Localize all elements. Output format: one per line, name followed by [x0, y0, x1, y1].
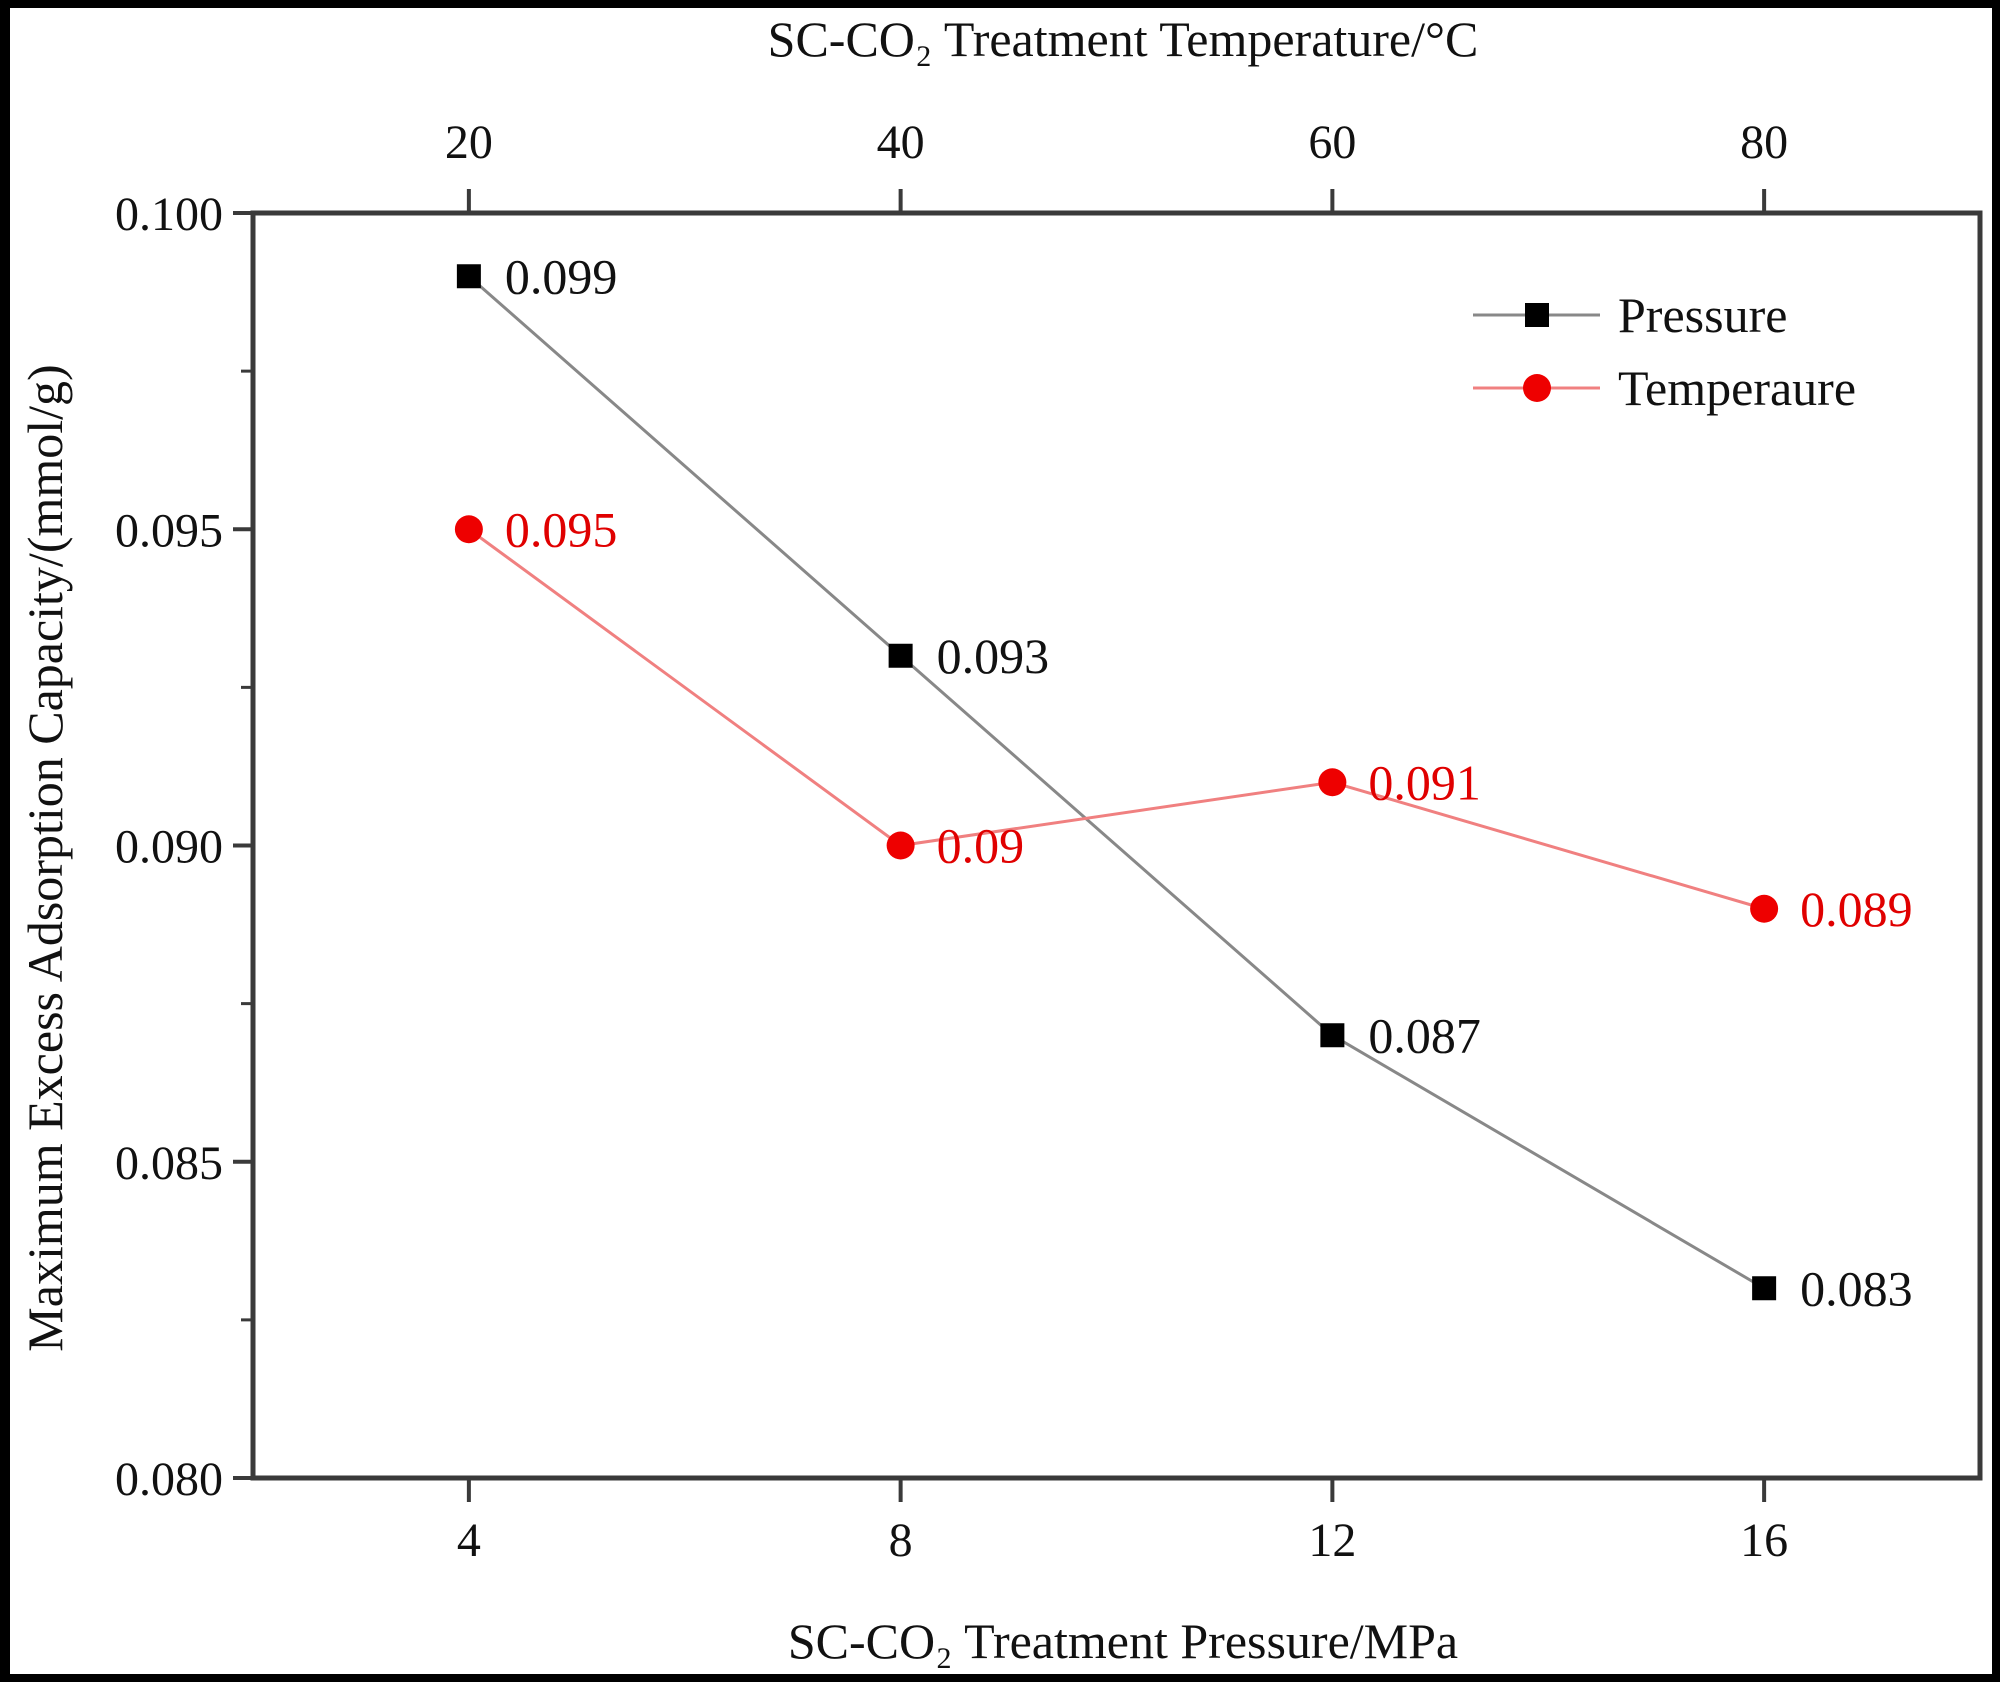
data-point-square — [456, 264, 481, 289]
x-tick-label: 8 — [889, 1514, 913, 1567]
x-tick-label: 4 — [457, 1514, 481, 1567]
axes: 0.080 0.085 0.090 0.095 0.100 4 8 12 16 20 40 60 80 — [115, 116, 1983, 1567]
top-x-tick-label: 40 — [877, 116, 925, 169]
data-labels-layer: 0.099 0.093 0.087 0.083 0.095 0.09 0.091 0.089 — [505, 248, 1913, 1316]
y-tick-label: 0.095 — [115, 504, 223, 557]
data-label: 0.083 — [1800, 1260, 1913, 1316]
series-line-temperaure — [467, 528, 1765, 911]
data-point-square — [1752, 1276, 1777, 1301]
y-tick-label: 0.085 — [115, 1137, 223, 1190]
data-label: 0.087 — [1368, 1007, 1481, 1063]
x-tick-label: 16 — [1740, 1514, 1788, 1567]
top-x-tick-label: 80 — [1740, 116, 1788, 169]
y-tick-label: 0.090 — [115, 821, 223, 874]
series-layer — [454, 264, 1779, 1301]
y-tick-label: 0.080 — [115, 1453, 223, 1506]
chart-canvas: 0.080 0.085 0.090 0.095 0.100 4 8 12 16 20 40 60 80 … — [10, 8, 1992, 1674]
x-tick-label: 12 — [1308, 1514, 1356, 1567]
data-point-circle — [1750, 894, 1779, 923]
legend-label: Pressure — [1618, 287, 1787, 343]
top-x-axis-title: SC-CO₂ Treatment Temperature/°C — [768, 11, 1479, 67]
data-label: 0.093 — [937, 628, 1050, 684]
legend-square-marker-icon — [1525, 303, 1549, 327]
top-x-tick-label: 60 — [1308, 116, 1356, 169]
legend: Pressure Temperaure — [1473, 287, 1856, 416]
y-tick-label: 0.100 — [115, 188, 223, 241]
legend-label: Temperaure — [1618, 360, 1856, 416]
data-label: 0.091 — [1368, 754, 1481, 810]
data-point-square — [888, 643, 913, 668]
data-label: 0.095 — [505, 501, 618, 557]
data-point-circle — [454, 515, 483, 544]
data-label: 0.099 — [505, 248, 618, 304]
top-x-tick-label: 20 — [445, 116, 493, 169]
data-point-circle — [886, 831, 915, 860]
data-label: 0.089 — [1800, 881, 1913, 937]
series-line-pressure — [467, 275, 1765, 1290]
legend-circle-marker-icon — [1523, 374, 1551, 402]
x-axis-title: SC-CO₂ Treatment Pressure/MPa — [788, 1613, 1458, 1669]
data-point-square — [1320, 1023, 1345, 1048]
data-label: 0.09 — [937, 818, 1025, 874]
y-axis-title: Maximum Excess Adsorption Capacity/(mmol… — [17, 364, 73, 1351]
data-point-circle — [1318, 768, 1347, 797]
